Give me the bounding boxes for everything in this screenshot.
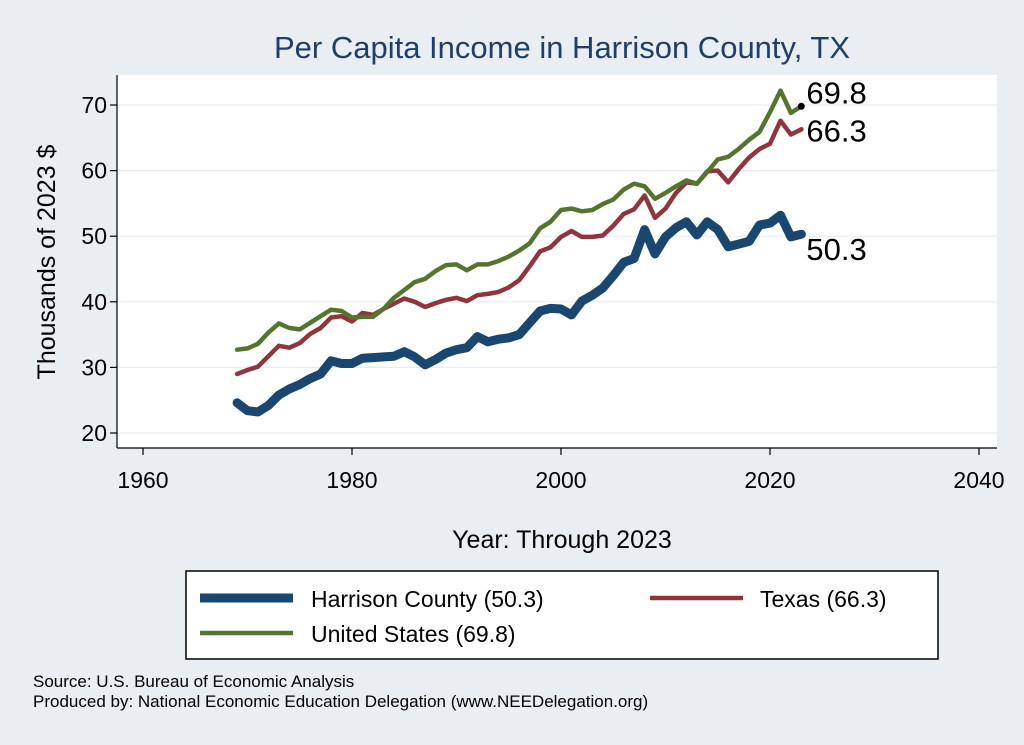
legend-label-texas: Texas (66.3) xyxy=(760,586,887,612)
x-tick-label-1960: 1960 xyxy=(117,467,168,493)
series-line-harrison-county xyxy=(232,210,806,417)
y-tick-label-30: 30 xyxy=(81,354,107,380)
y-tick-label-50: 50 xyxy=(81,223,107,249)
y-tick-label-70: 70 xyxy=(81,92,107,118)
plot-area xyxy=(117,75,997,448)
x-tick-label-2020: 2020 xyxy=(744,467,795,493)
series-line-united-states xyxy=(234,88,804,352)
legend-label-united-states: United States (69.8) xyxy=(311,621,516,647)
x-tick-label-1980: 1980 xyxy=(326,467,377,493)
source-line: Source: U.S. Bureau of Economic Analysis xyxy=(33,672,355,691)
y-tick-label-20: 20 xyxy=(81,420,107,446)
legend-box xyxy=(185,570,939,660)
axes: 20 30 40 50 60 70 1960 1980 2000 2020 2040 xyxy=(81,75,1005,493)
x-tick-label-2040: 2040 xyxy=(953,467,1004,493)
y-axis-title: Thousands of 2023 $ xyxy=(33,144,61,379)
series-lines xyxy=(232,88,806,417)
end-labels: 50.3 66.369.8 xyxy=(797,75,867,267)
x-tick-label-2000: 2000 xyxy=(535,467,586,493)
x-axis-title: Year: Through 2023 xyxy=(452,526,672,554)
legend-label-harrison-county: Harrison County (50.3) xyxy=(311,586,544,612)
end-label-harrison-county: 50.3 xyxy=(806,232,866,267)
end-label-united-states: 69.8 xyxy=(806,75,866,110)
end-marker-united-states xyxy=(797,102,805,110)
gridlines xyxy=(117,104,997,434)
produced-by-line: Produced by: National Economic Education… xyxy=(33,692,649,711)
end-label-texas: 66.3 xyxy=(806,113,866,148)
chart-title: Per Capita Income in Harrison County, TX xyxy=(274,30,850,65)
y-tick-label-60: 60 xyxy=(81,158,107,184)
legend: Harrison County (50.3) Texas (66.3) United… xyxy=(185,570,939,660)
y-tick-label-40: 40 xyxy=(81,289,107,315)
